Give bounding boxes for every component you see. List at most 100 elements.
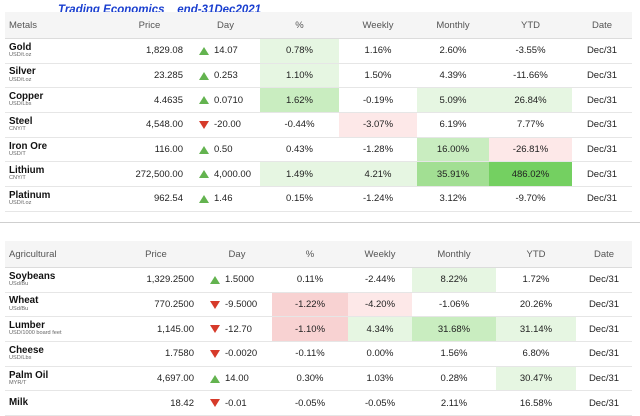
price-cell: 962.54 bbox=[108, 186, 191, 212]
table-row[interactable]: Cheese USD/Lbs 1.7580 -0.0020 -0.11% 0.00… bbox=[5, 341, 632, 367]
commodity-cell[interactable]: Milk bbox=[5, 390, 110, 416]
col-header-monthly[interactable]: Monthly bbox=[417, 12, 489, 39]
commodity-cell[interactable]: Steel CNY/T bbox=[5, 112, 108, 138]
commodity-cell[interactable]: Gold USD/t.oz bbox=[5, 38, 108, 64]
monthly-change-cell: 4.39% bbox=[417, 63, 489, 89]
table-row[interactable]: Lithium CNY/T 272,500.00 4,000.00 1.49% 4… bbox=[5, 161, 632, 188]
table-row[interactable]: Iron Ore USD/T 116.00 0.50 0.43% -1.28% 1… bbox=[5, 137, 632, 163]
commodity-cell[interactable]: Cheese USD/Lbs bbox=[5, 341, 110, 367]
weekly-change-cell: 4.21% bbox=[339, 161, 417, 188]
col-header-price[interactable]: Price bbox=[110, 241, 202, 268]
commodity-name[interactable]: Wheat bbox=[9, 295, 39, 307]
col-header-weekly[interactable]: Weekly bbox=[348, 241, 412, 268]
commodity-name[interactable]: Cheese bbox=[9, 344, 44, 356]
commodity-unit: USD/T bbox=[9, 150, 26, 157]
monthly-change-cell: -1.06% bbox=[412, 292, 496, 318]
col-header-date[interactable]: Date bbox=[572, 12, 632, 39]
day-change-cell: 0.50 bbox=[191, 137, 260, 163]
weekly-change-cell: 1.03% bbox=[348, 366, 412, 392]
day-change-value: 0.0710 bbox=[214, 94, 244, 106]
commodity-cell[interactable]: Silver USD/t.oz bbox=[5, 63, 108, 89]
day-change-cell: 1.46 bbox=[191, 186, 260, 212]
commodity-cell[interactable]: Soybeans USd/Bu bbox=[5, 267, 110, 293]
col-header-metals[interactable]: Metals bbox=[5, 12, 108, 39]
commodity-name[interactable]: Milk bbox=[9, 397, 29, 409]
day-change-value: 0.253 bbox=[214, 70, 238, 82]
table-row[interactable]: Copper USD/Lbs 4.4635 0.0710 1.62% -0.19%… bbox=[5, 87, 632, 114]
date-cell: Dec/31 bbox=[576, 316, 632, 343]
down-arrow-icon bbox=[210, 325, 220, 334]
commodity-name[interactable]: Lithium bbox=[9, 165, 45, 177]
col-header-agricultural[interactable]: Agricultural bbox=[5, 241, 110, 268]
col-header-day[interactable]: Day bbox=[191, 12, 260, 39]
commodity-cell[interactable]: Lithium CNY/T bbox=[5, 161, 108, 188]
table-row[interactable]: Milk 18.42 -0.01 -0.05% -0.05% 2.11% 16.… bbox=[5, 390, 632, 416]
ytd-change-cell: 486.02% bbox=[489, 161, 572, 188]
day-change-cell: -9.5000 bbox=[202, 292, 272, 318]
commodity-unit: USD/t.oz bbox=[9, 52, 32, 59]
price-cell: 4.4635 bbox=[108, 87, 191, 114]
weekly-change-cell: 0.00% bbox=[348, 341, 412, 367]
day-change-cell: 14.00 bbox=[202, 366, 272, 392]
table-row[interactable]: Steel CNY/T 4,548.00 -20.00 -0.44% -3.07%… bbox=[5, 112, 632, 138]
commodity-unit: USD/Lbs bbox=[9, 101, 32, 108]
table-row[interactable]: Platinum USD/t.oz 962.54 1.46 0.15% -1.24… bbox=[5, 186, 632, 212]
ytd-change-cell: 20.26% bbox=[496, 292, 576, 318]
date-cell: Dec/31 bbox=[572, 63, 632, 89]
price-cell: 23.285 bbox=[108, 63, 191, 89]
table-row[interactable]: Wheat USd/Bu 770.2500 -9.5000 -1.22% -4.2… bbox=[5, 292, 632, 318]
commodity-name[interactable]: Iron Ore bbox=[9, 140, 48, 152]
table-row[interactable]: Palm Oil MYR/T 4,697.00 14.00 0.30% 1.03%… bbox=[5, 366, 632, 392]
col-header-monthly[interactable]: Monthly bbox=[412, 241, 496, 268]
commodity-name[interactable]: Platinum bbox=[9, 189, 51, 201]
col-header-day[interactable]: Day bbox=[202, 241, 272, 268]
table-row[interactable]: Silver USD/t.oz 23.285 0.253 1.10% 1.50% … bbox=[5, 63, 632, 89]
commodity-cell[interactable]: Platinum USD/t.oz bbox=[5, 186, 108, 212]
col-header-weekly[interactable]: Weekly bbox=[339, 12, 417, 39]
table-row[interactable]: Gold USD/t.oz 1,829.08 14.07 0.78% 1.16% … bbox=[5, 38, 632, 64]
date-cell: Dec/31 bbox=[572, 112, 632, 138]
commodity-name[interactable]: Palm Oil bbox=[9, 369, 49, 381]
commodity-cell[interactable]: Copper USD/Lbs bbox=[5, 87, 108, 114]
monthly-change-cell: 6.19% bbox=[417, 112, 489, 138]
commodity-name[interactable]: Silver bbox=[9, 66, 36, 78]
weekly-change-cell: -3.07% bbox=[339, 112, 417, 138]
percent-change-cell: 0.11% bbox=[272, 267, 348, 293]
commodity-cell[interactable]: Wheat USd/Bu bbox=[5, 292, 110, 318]
down-arrow-icon bbox=[210, 300, 220, 309]
table-row[interactable]: Lumber USD/1000 board feet 1,145.00 -12.7… bbox=[5, 316, 632, 343]
percent-change-cell: 0.78% bbox=[260, 38, 339, 64]
date-cell: Dec/31 bbox=[576, 292, 632, 318]
commodity-name[interactable]: Steel bbox=[9, 115, 33, 127]
col-header-percent[interactable]: % bbox=[260, 12, 339, 39]
col-header-ytd[interactable]: YTD bbox=[496, 241, 576, 268]
ytd-change-cell: 26.84% bbox=[489, 87, 572, 114]
up-arrow-icon bbox=[210, 275, 220, 284]
up-arrow-icon bbox=[199, 71, 209, 80]
percent-change-cell: 1.10% bbox=[260, 63, 339, 89]
commodity-name[interactable]: Lumber bbox=[9, 320, 45, 332]
date-cell: Dec/31 bbox=[572, 137, 632, 163]
date-cell: Dec/31 bbox=[576, 366, 632, 392]
section-divider bbox=[0, 222, 640, 223]
commodity-name[interactable]: Soybeans bbox=[9, 270, 56, 282]
col-header-date[interactable]: Date bbox=[576, 241, 632, 268]
table-row[interactable]: Soybeans USd/Bu 1,329.2500 1.5000 0.11% -… bbox=[5, 267, 632, 293]
commodity-cell[interactable]: Palm Oil MYR/T bbox=[5, 366, 110, 392]
day-change-cell: -0.01 bbox=[202, 390, 272, 416]
day-change-cell: 0.0710 bbox=[191, 87, 260, 114]
weekly-change-cell: -1.28% bbox=[339, 137, 417, 163]
day-change-value: 0.50 bbox=[214, 144, 233, 156]
col-header-price[interactable]: Price bbox=[108, 12, 191, 39]
col-header-percent[interactable]: % bbox=[272, 241, 348, 268]
down-arrow-icon bbox=[210, 349, 220, 358]
commodity-name[interactable]: Copper bbox=[9, 91, 44, 103]
col-header-ytd[interactable]: YTD bbox=[489, 12, 572, 39]
date-cell: Dec/31 bbox=[576, 390, 632, 416]
percent-change-cell: 1.49% bbox=[260, 161, 339, 188]
commodity-cell[interactable]: Iron Ore USD/T bbox=[5, 137, 108, 163]
commodity-name[interactable]: Gold bbox=[9, 41, 32, 53]
commodity-cell[interactable]: Lumber USD/1000 board feet bbox=[5, 316, 110, 343]
percent-change-cell: -1.10% bbox=[272, 316, 348, 343]
weekly-change-cell: -0.05% bbox=[348, 390, 412, 416]
